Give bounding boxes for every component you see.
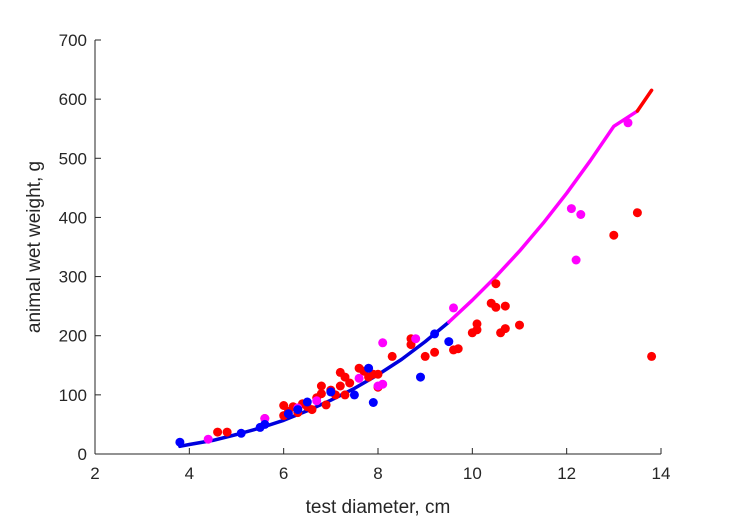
data-point (378, 338, 388, 348)
data-point (430, 329, 440, 339)
data-point (566, 204, 576, 214)
data-point (326, 387, 336, 397)
data-point (416, 372, 425, 382)
y-tick-label: 400 (59, 208, 87, 227)
data-point (364, 363, 374, 373)
data-point (609, 230, 619, 240)
data-point (175, 437, 185, 447)
data-point (472, 319, 482, 329)
data-point (647, 351, 657, 361)
x-tick-label: 2 (90, 464, 99, 483)
data-point (373, 369, 383, 379)
data-point (213, 427, 223, 437)
data-point (354, 373, 364, 383)
data-point (307, 405, 317, 415)
chart-axes: 2 4 6 8 10 12 14 0 100 200 300 400 500 600 700 (59, 31, 671, 483)
data-point (449, 303, 458, 313)
x-tick-label: 8 (373, 464, 382, 483)
data-point (335, 381, 345, 391)
data-point (316, 381, 326, 391)
data-point (515, 320, 524, 330)
y-tick-label: 300 (59, 268, 87, 287)
data-point (260, 419, 270, 429)
y-tick-label: 200 (59, 327, 87, 346)
data-point (283, 409, 293, 419)
data-point (378, 379, 388, 389)
y-axis-label: animal wet weight, g (24, 161, 45, 333)
data-point (203, 434, 213, 444)
data-point (430, 347, 440, 357)
data-point (316, 389, 326, 399)
x-tick-label: 12 (557, 464, 576, 483)
data-point (293, 405, 303, 415)
y-tick-label: 100 (59, 386, 87, 405)
y-tick-label: 700 (59, 31, 87, 50)
data-point (453, 344, 463, 354)
fit-curve (447, 109, 640, 324)
y-tick-label: 500 (59, 149, 87, 168)
y-tick-label: 600 (59, 90, 87, 109)
fit-curve (635, 88, 654, 113)
data-point (411, 334, 421, 344)
y-tick-label: 0 (78, 445, 87, 464)
x-tick-label: 10 (463, 464, 482, 483)
data-point (444, 337, 454, 347)
data-point (321, 400, 331, 410)
data-point (623, 118, 633, 128)
data-point (345, 378, 355, 388)
data-point (500, 301, 510, 311)
data-point (491, 302, 501, 312)
data-point (576, 210, 586, 219)
x-tick-label: 4 (185, 464, 194, 483)
data-point (571, 255, 581, 265)
x-tick-label: 6 (279, 464, 288, 483)
data-point (632, 208, 642, 218)
data-point (222, 427, 232, 437)
data-point (236, 428, 246, 438)
data-point (312, 396, 322, 406)
fit-curves (178, 88, 654, 449)
data-point (420, 351, 430, 361)
data-point (500, 324, 510, 334)
data-point (349, 390, 359, 400)
x-tick-label: 14 (652, 464, 671, 483)
data-point (302, 397, 312, 407)
data-point (340, 390, 350, 400)
data-point (368, 398, 378, 407)
data-point (491, 279, 501, 289)
x-axis-label: test diameter, cm (306, 497, 451, 518)
data-points (175, 118, 657, 447)
data-point (387, 351, 397, 361)
